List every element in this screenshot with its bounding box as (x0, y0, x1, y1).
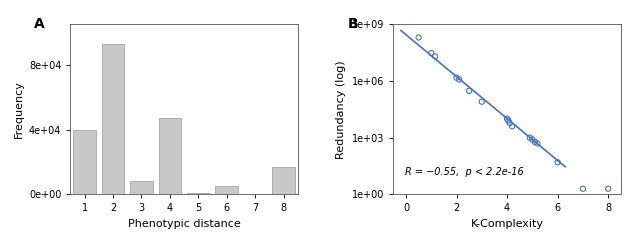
Point (552, 160, 563, 164)
Point (527, 138, 538, 141)
Point (430, 54, 440, 58)
Text: A: A (34, 17, 45, 32)
Point (525, 136, 535, 140)
Point (503, 119, 513, 122)
Point (532, 141, 543, 145)
Point (578, 187, 588, 191)
Point (502, 117, 512, 121)
Point (426, 51, 436, 55)
Text: B: B (348, 17, 358, 32)
Point (464, 89, 474, 93)
Point (451, 76, 461, 80)
Y-axis label: Redundancy (log): Redundancy (log) (337, 60, 346, 159)
Bar (73, 130, 96, 194)
Bar (272, 167, 295, 194)
Point (504, 121, 515, 125)
Bar (159, 118, 181, 194)
Point (413, 35, 424, 39)
Bar (130, 182, 153, 194)
X-axis label: Phenotypic distance: Phenotypic distance (128, 219, 241, 229)
Point (603, 187, 613, 191)
Bar (187, 193, 210, 194)
X-axis label: K-Complexity: K-Complexity (470, 219, 543, 229)
Point (477, 100, 487, 104)
Y-axis label: Frequency: Frequency (13, 80, 24, 138)
Point (507, 124, 517, 128)
Point (454, 78, 464, 81)
Bar (102, 44, 124, 194)
Point (530, 140, 540, 144)
Bar (216, 186, 238, 194)
Text: R = −0.55,  p < 2.2e-16: R = −0.55, p < 2.2e-16 (404, 167, 524, 177)
